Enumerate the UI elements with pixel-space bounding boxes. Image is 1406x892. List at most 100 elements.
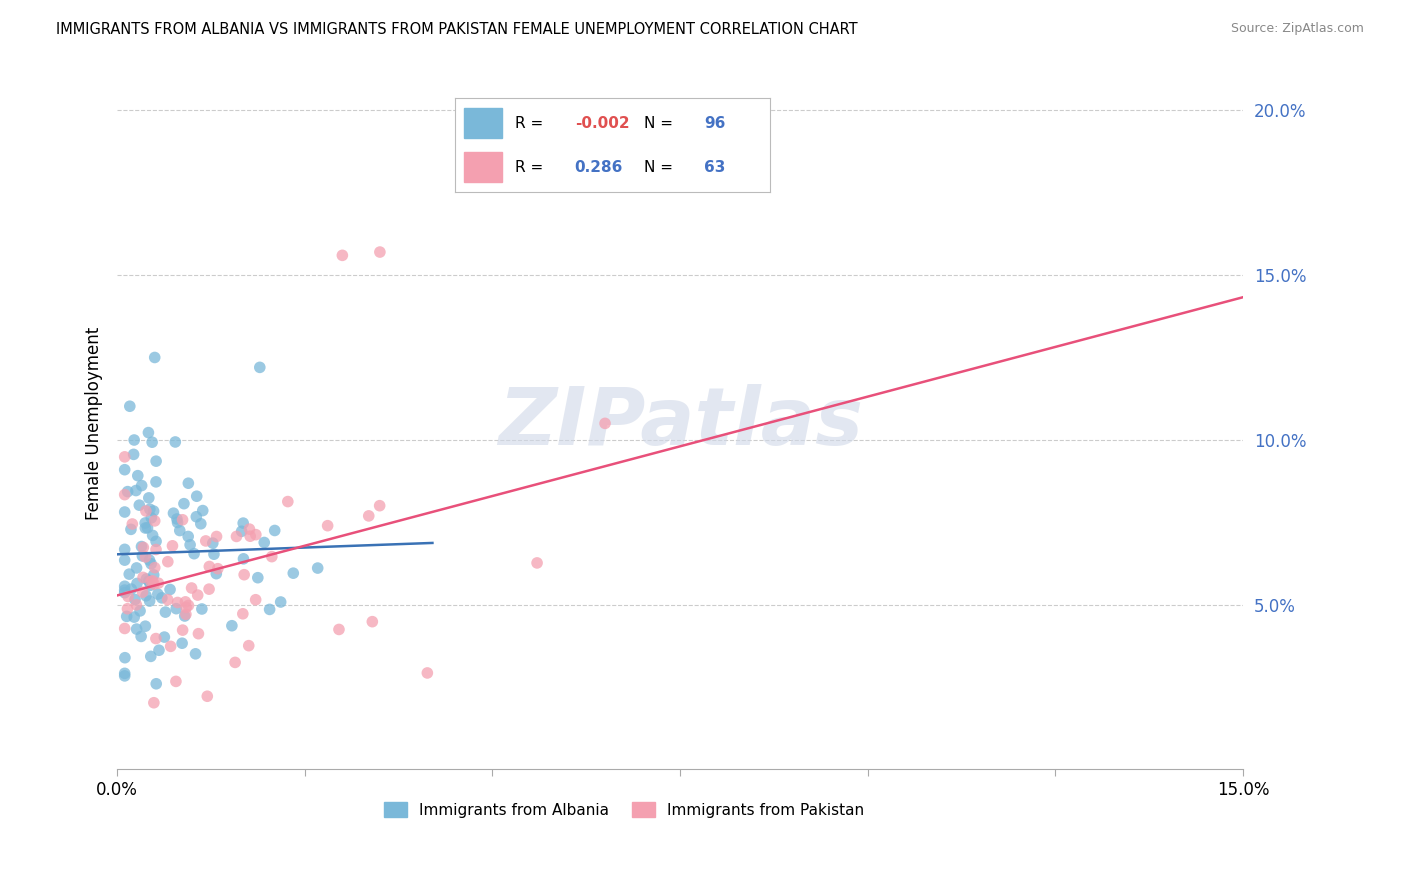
Point (135, 589, 157, 603)
Point (166, 516, 188, 530)
Point (141, 435, 163, 450)
Point (139, 649, 162, 664)
Point (141, 574, 163, 588)
Point (118, 399, 141, 413)
Point (187, 588, 209, 602)
Point (141, 511, 163, 525)
Point (205, 566, 228, 581)
Point (124, 592, 146, 607)
Point (117, 484, 139, 499)
Point (138, 574, 160, 588)
Point (156, 555, 179, 569)
Point (134, 549, 156, 564)
Point (253, 535, 276, 549)
Point (165, 674, 187, 689)
Point (138, 553, 160, 567)
Point (145, 475, 167, 489)
Point (132, 541, 155, 555)
Point (131, 478, 153, 492)
Point (155, 605, 177, 619)
Point (283, 566, 305, 581)
Point (172, 513, 194, 527)
Point (135, 572, 157, 586)
Point (198, 559, 221, 574)
Point (307, 561, 329, 575)
Point (127, 468, 149, 483)
Point (131, 549, 153, 563)
Point (114, 450, 136, 464)
Point (277, 494, 299, 508)
Point (246, 571, 269, 585)
Point (142, 696, 165, 710)
Point (172, 623, 194, 637)
Point (238, 639, 260, 653)
Point (166, 595, 188, 609)
Point (125, 576, 148, 591)
Point (191, 503, 214, 517)
Point (165, 601, 187, 615)
Point (194, 533, 217, 548)
Point (190, 516, 212, 531)
Point (138, 425, 160, 440)
Point (156, 592, 179, 607)
Point (125, 598, 148, 612)
Point (165, 434, 187, 449)
Point (249, 360, 271, 375)
Point (122, 433, 145, 447)
Point (205, 529, 228, 543)
Point (202, 547, 225, 561)
Point (207, 562, 229, 576)
Point (148, 576, 170, 591)
Point (120, 522, 142, 536)
Point (239, 529, 262, 543)
Point (186, 489, 208, 503)
Point (125, 622, 148, 636)
Point (316, 518, 339, 533)
Point (153, 630, 176, 644)
Point (114, 542, 136, 557)
Point (179, 538, 201, 552)
Point (198, 582, 221, 596)
Point (231, 524, 253, 539)
Point (150, 591, 173, 605)
Point (121, 516, 143, 531)
Point (129, 604, 152, 618)
Point (177, 529, 200, 543)
Point (260, 549, 283, 564)
Point (225, 529, 247, 543)
Point (159, 582, 181, 597)
Point (146, 587, 169, 601)
Point (187, 626, 209, 640)
Point (117, 590, 139, 604)
Text: ZIPatlas: ZIPatlas (498, 384, 863, 462)
Point (361, 615, 384, 629)
Point (114, 666, 136, 681)
Point (145, 632, 167, 646)
Point (166, 512, 188, 526)
Point (263, 524, 285, 538)
Point (132, 570, 155, 584)
Point (526, 556, 548, 570)
Point (114, 488, 136, 502)
Point (173, 609, 195, 624)
Point (148, 643, 170, 657)
Point (169, 524, 191, 538)
Point (114, 585, 136, 599)
Point (245, 592, 267, 607)
Point (245, 527, 267, 541)
Point (142, 528, 165, 542)
Point (129, 629, 152, 643)
Point (138, 594, 160, 608)
Text: Source: ZipAtlas.com: Source: ZipAtlas.com (1230, 22, 1364, 36)
Point (115, 609, 138, 624)
Point (593, 417, 616, 431)
Point (122, 447, 145, 461)
Point (114, 579, 136, 593)
Point (120, 582, 142, 596)
Point (131, 540, 153, 554)
Point (159, 640, 181, 654)
Point (145, 534, 167, 549)
Point (174, 607, 197, 622)
Point (136, 521, 159, 535)
Point (139, 502, 162, 516)
